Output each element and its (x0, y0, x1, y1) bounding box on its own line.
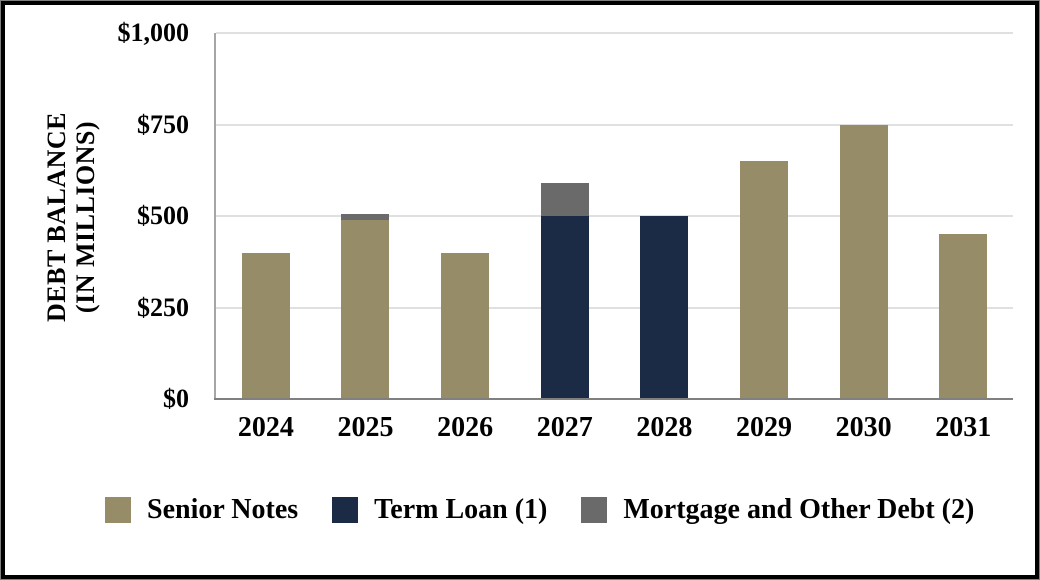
x-axis-label-2024: 2024 (237, 412, 294, 443)
legend-item-term-loan: Term Loan (1) (332, 494, 547, 526)
x-axis-label-2031: 2031 (935, 412, 992, 443)
y-tick-label-500: $500 (137, 201, 189, 230)
x-axis-label-2030: 2030 (835, 412, 892, 443)
y-tick-label-1000: $1,000 (117, 18, 190, 47)
x-axis-label-2029: 2029 (735, 412, 792, 443)
y-tick-label-750: $750 (137, 109, 189, 139)
legend-swatch-term-loan (332, 497, 359, 523)
y-tick-label-0: $0 (163, 384, 189, 413)
legend: Senior Notes Term Loan (1) Mortgage and Ot… (105, 494, 974, 526)
legend-label-senior-notes: Senior Notes (147, 494, 299, 525)
legend-label-mortgage-other-debt: Mortgage and Other Debt (2) (623, 494, 975, 525)
y-axis-line (214, 33, 216, 399)
x-axis-line (214, 398, 1013, 400)
legend-swatch-senior-notes (105, 497, 131, 523)
bar-senior-notes-2025 (341, 219, 390, 399)
legend-label-term-loan: Term Loan (1) (374, 494, 548, 525)
legend-item-senior-notes: Senior Notes (105, 494, 298, 526)
legend-swatch-mortgage-other-debt (581, 497, 608, 523)
bar-senior-notes-2029 (739, 161, 788, 399)
bar-term-loan-2027 (540, 216, 589, 399)
gridline-500 (216, 215, 1013, 217)
gridline-1000 (216, 32, 1013, 34)
bar-senior-notes-2024 (241, 252, 290, 399)
bar-senior-notes-2030 (839, 124, 888, 399)
legend-item-mortgage-other-debt: Mortgage and Other Debt (2) (581, 494, 974, 526)
bar-mortgage-other-debt-2027 (540, 183, 589, 216)
x-axis-label-2028: 2028 (636, 412, 693, 443)
gridline-750 (216, 123, 1013, 126)
bar-senior-notes-2031 (939, 234, 988, 399)
bar-mortgage-other-debt-2025 (341, 214, 390, 220)
bar-senior-notes-2026 (441, 252, 490, 399)
x-axis-label-2025: 2025 (337, 412, 394, 443)
gridline-250 (216, 306, 1013, 309)
x-axis-label-2027: 2027 (536, 412, 593, 443)
x-axis-label-2026: 2026 (437, 412, 494, 443)
y-tick-label-250: $250 (137, 292, 189, 322)
bar-term-loan-2028 (640, 216, 689, 399)
